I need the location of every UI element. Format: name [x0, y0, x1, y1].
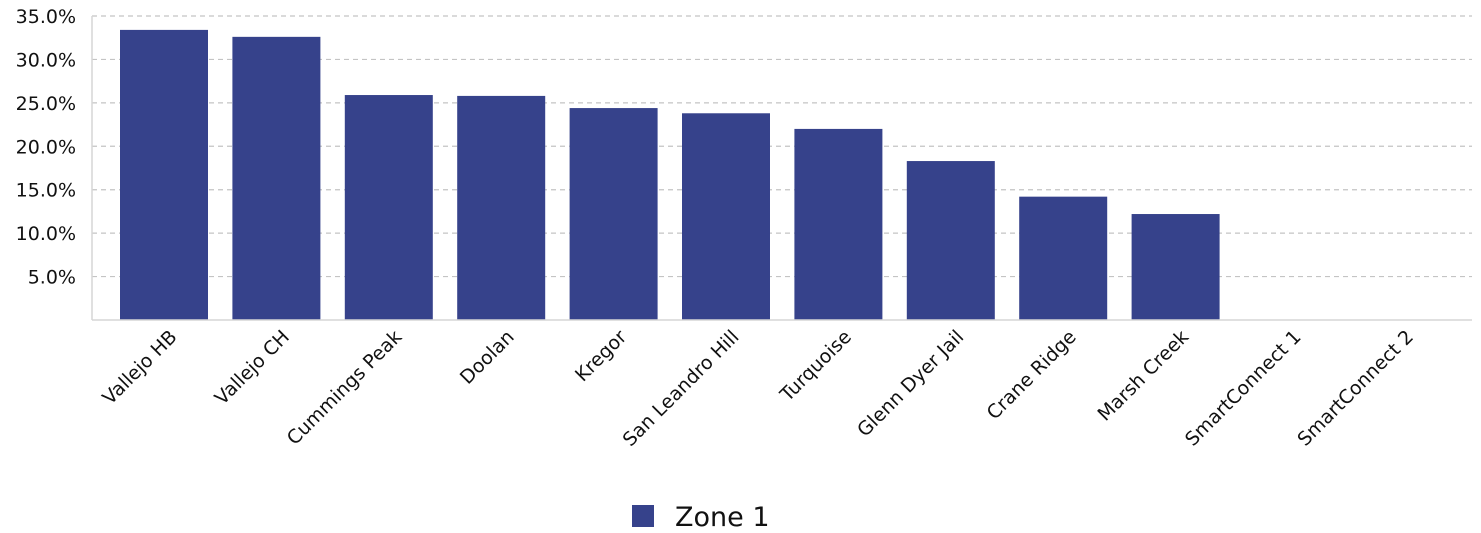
gridlines	[92, 15, 1472, 278]
bar[interactable]	[344, 95, 433, 320]
y-tick-label: 35.0%	[16, 6, 76, 28]
legend[interactable]: Zone 1	[632, 502, 770, 533]
x-tick-label: Vallejo CH	[211, 326, 294, 409]
bars	[120, 29, 1220, 321]
bar[interactable]	[1019, 196, 1108, 320]
x-tick-label: Crane Ridge	[983, 326, 1081, 424]
x-tick-label: Turquoise	[775, 326, 855, 406]
bar[interactable]	[569, 108, 658, 320]
legend-swatch	[632, 505, 654, 527]
bar[interactable]	[1131, 214, 1220, 320]
bar[interactable]	[794, 128, 883, 320]
x-tick-label: Marsh Creek	[1094, 326, 1194, 426]
x-tick-label: SmartConnect 1	[1181, 326, 1306, 451]
legend-label: Zone 1	[675, 502, 770, 533]
y-tick-label: 25.0%	[16, 93, 76, 115]
x-tick-label: San Leandro Hill	[619, 326, 744, 451]
x-tick-label: Doolan	[456, 326, 519, 389]
y-tick-label: 5.0%	[28, 267, 76, 289]
bar[interactable]	[120, 29, 208, 320]
x-tick-label: Vallejo HB	[98, 326, 181, 409]
bar[interactable]	[457, 95, 546, 320]
x-tick-label: Kregor	[571, 326, 631, 386]
bar[interactable]	[232, 36, 321, 321]
y-tick-label: 10.0%	[16, 223, 76, 245]
y-axis-ticks: 5.0% 10.0% 15.0% 20.0% 25.0% 30.0% 35.0%	[16, 6, 76, 289]
y-tick-label: 20.0%	[16, 136, 76, 158]
y-tick-label: 15.0%	[16, 180, 76, 202]
bar[interactable]	[682, 113, 770, 320]
y-tick-label: 30.0%	[16, 49, 76, 71]
x-tick-label: SmartConnect 2	[1293, 326, 1418, 451]
x-tick-label: Cummings Peak	[283, 326, 407, 450]
axes	[91, 16, 1472, 321]
bar[interactable]	[906, 161, 995, 320]
x-tick-label: Glenn Dyer Jail	[853, 326, 968, 441]
